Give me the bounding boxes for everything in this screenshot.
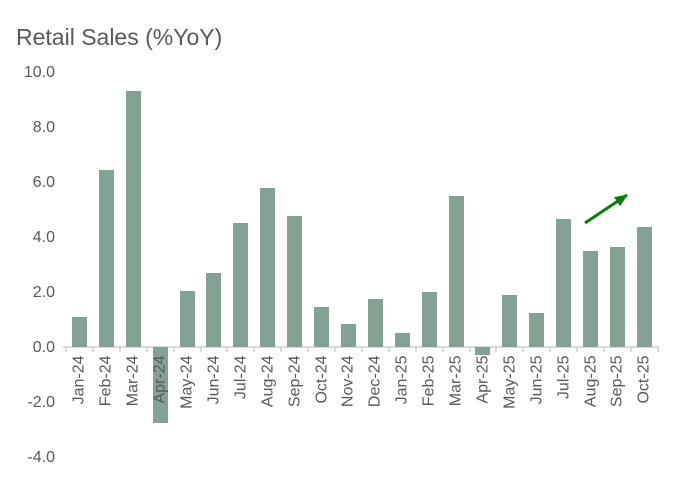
bar-Jul-24 (233, 223, 249, 347)
x-axis-tick (387, 347, 390, 352)
x-axis-label: May-24 (178, 355, 196, 409)
x-axis-tick (334, 347, 336, 352)
y-axis-label: 2.0 (32, 283, 55, 301)
bar-Oct-25 (636, 227, 652, 347)
bar-Mar-24 (125, 91, 141, 347)
x-axis-tick (495, 347, 498, 352)
x-axis-label: Jun-24 (205, 355, 223, 405)
x-axis-tick (468, 347, 471, 352)
bar-Feb-24 (98, 169, 114, 347)
y-axis-label: 0.0 (32, 338, 55, 356)
x-axis-tick (576, 347, 579, 352)
x-axis-tick (307, 347, 310, 352)
bar-Sep-24 (287, 216, 303, 347)
x-axis-label: Jan-24 (70, 355, 88, 405)
bar-Jul-25 (556, 219, 572, 347)
bar-Aug-25 (583, 250, 599, 347)
x-axis-tick (226, 347, 229, 352)
x-axis-tick (629, 347, 632, 352)
bar-Apr-25 (475, 347, 491, 356)
x-axis-label: Jul-25 (555, 355, 573, 400)
bar-Sep-25 (609, 246, 625, 347)
x-axis-tick (172, 347, 175, 352)
x-axis-label: Dec-24 (366, 355, 384, 408)
x-axis-label: Jan-25 (393, 355, 411, 405)
bar-May-24 (179, 290, 195, 347)
x-axis-label: Apr-25 (474, 355, 492, 404)
x-axis-tick (91, 347, 94, 352)
bar-Jan-24 (71, 316, 87, 347)
x-axis-label: Aug-24 (259, 355, 277, 408)
y-axis-label: -4.0 (27, 448, 55, 466)
x-axis-tick (656, 347, 659, 352)
y-axis-label: 10.0 (23, 63, 55, 81)
x-axis-tick (414, 347, 417, 352)
x-axis-tick (199, 347, 202, 352)
x-axis-tick (603, 347, 605, 352)
x-axis-label: Apr-24 (151, 355, 169, 404)
x-axis-label: Jun-25 (528, 355, 546, 405)
upward-trend-arrow-icon (584, 193, 628, 225)
x-axis-tick (549, 347, 552, 352)
y-axis-label: 8.0 (32, 118, 55, 136)
x-axis-tick (522, 347, 525, 352)
x-axis-tick (441, 347, 444, 352)
x-axis-label: Aug-25 (582, 355, 600, 408)
bar-Apr-24 (152, 347, 168, 423)
y-axis-label: 6.0 (32, 173, 55, 191)
x-axis-tick (65, 347, 67, 352)
bar-Feb-25 (421, 292, 437, 347)
bar-Jan-25 (394, 333, 410, 347)
x-axis-label: May-25 (501, 355, 519, 409)
x-axis-label: Mar-24 (124, 355, 142, 407)
x-axis-tick (145, 347, 148, 352)
x-axis-tick (360, 347, 363, 352)
x-axis-label: Oct-25 (635, 355, 653, 404)
bar-Mar-25 (448, 195, 464, 347)
x-axis-tick (280, 347, 283, 352)
x-axis-label: Mar-25 (447, 355, 465, 407)
x-axis-tick (253, 347, 256, 352)
bar-Oct-24 (314, 307, 330, 347)
x-axis-label: Oct-24 (313, 355, 331, 404)
bar-Jun-24 (206, 272, 222, 347)
bar-Jun-25 (529, 312, 545, 347)
y-axis-label: -2.0 (27, 393, 55, 411)
chart-title: Retail Sales (%YoY) (16, 24, 223, 50)
bar-May-25 (502, 294, 518, 347)
x-axis-tick (118, 347, 121, 352)
x-axis-label: Feb-24 (97, 355, 115, 407)
x-axis-label: Nov-24 (339, 355, 357, 408)
x-axis-label: Sep-24 (286, 355, 304, 408)
bar-Aug-24 (260, 187, 276, 347)
bar-Dec-24 (367, 298, 383, 347)
x-axis-label: Jul-24 (232, 355, 250, 400)
x-axis-label: Feb-25 (420, 355, 438, 407)
x-axis-label: Sep-25 (608, 355, 626, 408)
y-axis-label: 4.0 (32, 228, 55, 246)
bar-Nov-24 (340, 323, 356, 347)
